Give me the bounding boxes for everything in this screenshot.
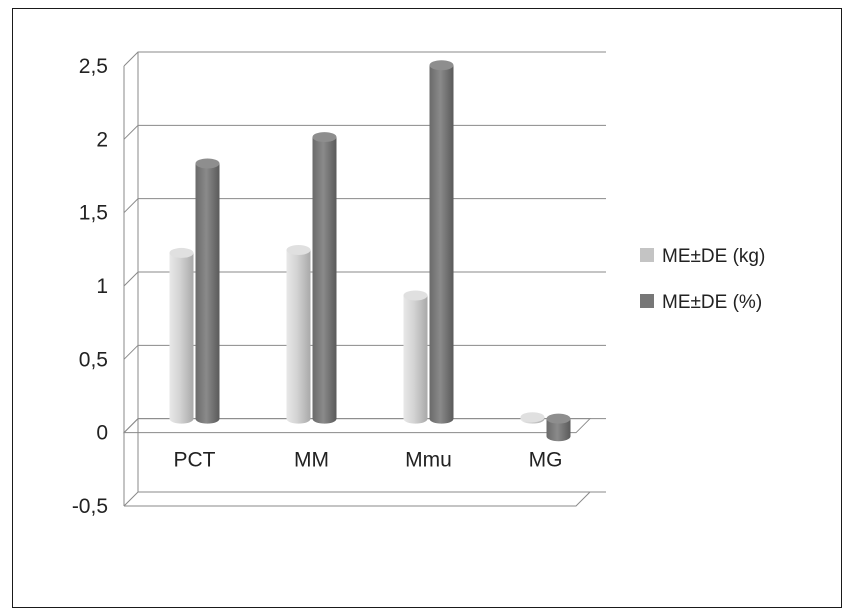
bar bbox=[403, 290, 428, 424]
y-tick-label: -0,5 bbox=[72, 495, 108, 518]
x-category-label: PCT bbox=[174, 449, 216, 472]
bar bbox=[312, 132, 337, 424]
zero-floor bbox=[122, 418, 592, 434]
y-tick-label: 0,5 bbox=[79, 348, 108, 371]
bar bbox=[546, 413, 571, 442]
x-category-label: MM bbox=[294, 449, 329, 472]
legend-swatch bbox=[640, 248, 654, 262]
y-tick-label: 2,5 bbox=[79, 55, 108, 78]
legend-swatch bbox=[640, 294, 654, 308]
gridline bbox=[123, 124, 606, 140]
bar bbox=[429, 60, 454, 424]
bar bbox=[520, 412, 545, 424]
legend-label: ME±DE (kg) bbox=[662, 246, 765, 267]
gridline bbox=[123, 51, 606, 67]
legend-label: ME±DE (%) bbox=[662, 292, 762, 313]
bar-chart: -0,5 0 0,5 1 1,5 2 2,5 PCT MM Mmu MG ME±DE (kg) ME±… bbox=[72, 51, 765, 518]
y-tick-label: 1,5 bbox=[79, 202, 108, 225]
y-tick-label: 0 bbox=[96, 422, 108, 445]
gridline bbox=[123, 491, 606, 507]
x-category-label: Mmu bbox=[405, 449, 452, 472]
bottom-floor bbox=[124, 491, 591, 507]
y-tick-label: 2 bbox=[96, 128, 108, 151]
x-category-label: MG bbox=[529, 449, 563, 472]
y-tick-label: 1 bbox=[96, 275, 108, 298]
bar bbox=[195, 158, 220, 424]
bar bbox=[169, 247, 194, 424]
bar bbox=[286, 245, 311, 424]
